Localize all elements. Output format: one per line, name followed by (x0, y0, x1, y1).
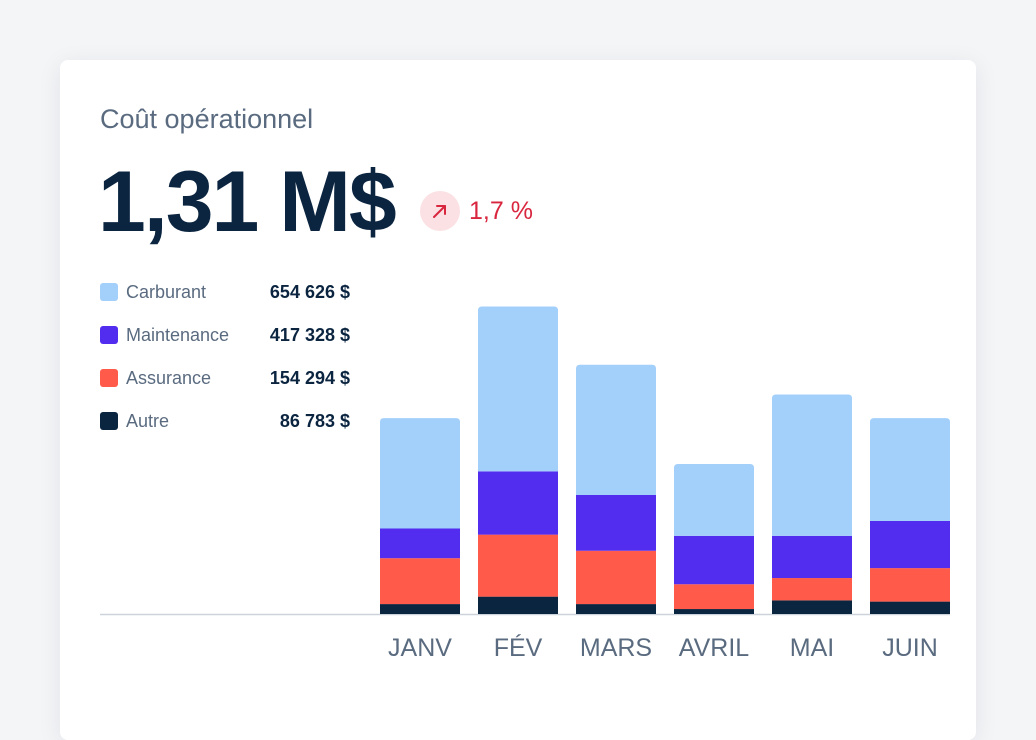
bar-avril-carburant (674, 463, 754, 536)
change-percent: 1,7 % (469, 197, 533, 225)
legend-item-assurance: Assurance 154 294 $ (100, 366, 350, 390)
bar-juin-carburant (870, 418, 950, 521)
legend-label: Assurance (126, 367, 212, 388)
legend-value: 654 626 $ (269, 281, 350, 302)
bar-mai-maintenance (772, 535, 852, 579)
bar-mai-autre (772, 600, 852, 614)
legend-value: 86 783 $ (279, 410, 350, 431)
legend-label: Maintenance (126, 324, 230, 345)
bar-avril-autre (674, 609, 754, 614)
legend-item-autre: Autre 86 783 $ (100, 409, 350, 433)
arrow-up-right-icon (420, 191, 460, 231)
bar-avril-assurance (674, 584, 754, 610)
bar-fév-carburant (478, 306, 558, 472)
x-tick-label: MARS (580, 634, 652, 662)
operational-cost-card: Coût opérationnel 1,31 M$ 1,7 % Carburan… (60, 60, 976, 740)
bar-janv-assurance (380, 558, 460, 605)
bar-mai-carburant (772, 394, 852, 536)
legend-label: Carburant (126, 281, 207, 302)
bar-mars-autre (576, 604, 656, 614)
legend-item-maintenance: Maintenance 417 328 $ (100, 323, 350, 347)
x-tick-label: MAI (790, 634, 834, 662)
bar-juin-maintenance (870, 521, 950, 569)
legend-label: Autre (126, 410, 170, 431)
legend-swatch (100, 283, 118, 301)
bar-mai-assurance (772, 578, 852, 601)
x-tick-label: FÉV (494, 633, 543, 662)
legend-swatch (100, 326, 118, 344)
card-title: Coût opérationnel (100, 104, 314, 134)
legend-item-carburant: Carburant 654 626 $ (100, 280, 350, 304)
bar-juin-assurance (870, 568, 950, 602)
total-cost: 1,31 M$ (98, 154, 397, 250)
x-tick-label: JANV (388, 634, 452, 662)
bar-janv-maintenance (380, 528, 460, 559)
legend-value: 417 328 $ (269, 324, 350, 345)
bar-fév-assurance (478, 534, 558, 597)
stacked-bar-chart: JANV FÉV MARS AVRIL MAI JUIN (100, 306, 950, 662)
bar-janv-autre (380, 604, 460, 614)
bar-avril-maintenance (674, 535, 754, 585)
bar-juin-autre (870, 601, 950, 614)
legend-swatch (100, 369, 118, 387)
x-tick-label: JUIN (882, 634, 938, 662)
x-tick-label: AVRIL (679, 634, 749, 662)
bar-janv-carburant (380, 418, 460, 529)
bar-fév-autre (478, 596, 558, 614)
bar-mars-maintenance (576, 494, 656, 551)
legend-swatch (100, 412, 118, 430)
bar-mars-assurance (576, 550, 656, 605)
bar-fév-maintenance (478, 471, 558, 535)
bar-mars-carburant (576, 364, 656, 495)
legend-value: 154 294 $ (269, 367, 350, 388)
